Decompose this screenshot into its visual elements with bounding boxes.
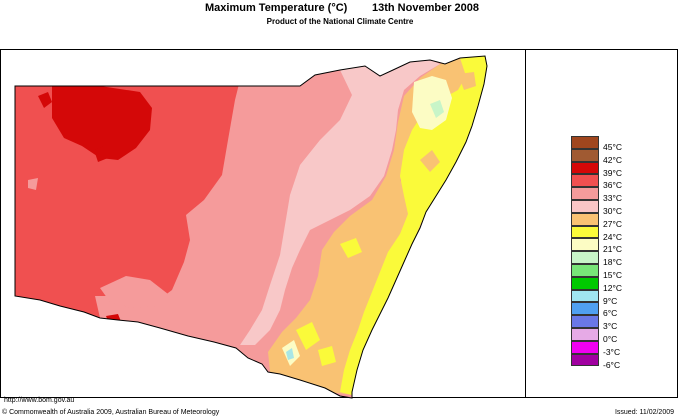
map-title: Maximum Temperature (°C) 13th November 2… bbox=[0, 2, 680, 16]
copyright-notice: © Commonwealth of Australia 2009, Austra… bbox=[2, 409, 220, 416]
zone-27-blob-north bbox=[458, 72, 476, 90]
legend-swatch bbox=[571, 276, 599, 290]
legend-swatch bbox=[571, 315, 599, 328]
legend-label: 45°C bbox=[603, 142, 622, 152]
zone-39-small bbox=[38, 92, 52, 108]
zone-33-dot bbox=[28, 178, 38, 190]
legend-swatch bbox=[571, 238, 599, 252]
zone-39-spot bbox=[94, 146, 108, 162]
zone-27-blob-mid bbox=[420, 150, 440, 172]
legend-swatch bbox=[571, 187, 599, 200]
zone-33-west-lobe bbox=[100, 276, 168, 308]
map-frame bbox=[0, 49, 678, 398]
title-text: Maximum Temperature (°C) bbox=[205, 2, 348, 14]
zone-24-pocket-c bbox=[318, 346, 336, 366]
legend-label: 9°C bbox=[603, 295, 618, 306]
zone-30 bbox=[240, 60, 440, 345]
source-url[interactable]: http://www.bom.gov.au bbox=[4, 397, 75, 404]
zone-24 bbox=[340, 56, 487, 395]
legend-label: 0°C bbox=[603, 333, 618, 344]
legend-label: 3°C bbox=[603, 321, 618, 332]
legend-swatch bbox=[571, 289, 599, 303]
zone-39 bbox=[52, 86, 152, 160]
legend-swatch bbox=[571, 263, 599, 277]
zone-24-pocket-b bbox=[296, 322, 320, 350]
legend-label: 6°C bbox=[603, 308, 618, 319]
legend-swatch bbox=[571, 327, 599, 341]
legend-label: 24°C bbox=[603, 231, 622, 242]
legend-label: -3°C bbox=[603, 346, 621, 357]
legend-swatch bbox=[571, 251, 599, 264]
legend-swatch bbox=[571, 136, 599, 149]
legend-label: 15°C bbox=[603, 269, 622, 280]
legend-label: 42°C bbox=[603, 154, 622, 165]
legend-label: 21°C bbox=[603, 244, 622, 255]
zone-36 bbox=[15, 80, 240, 330]
zone-21 bbox=[412, 76, 452, 130]
legend-swatch bbox=[571, 353, 599, 367]
map-subtitle: Product of the National Climate Centre bbox=[266, 17, 414, 26]
zone-9-alpine bbox=[286, 348, 294, 360]
legend-swatch bbox=[571, 174, 599, 188]
legend-label: 33°C bbox=[603, 193, 622, 204]
issued-date: Issued: 11/02/2009 bbox=[614, 409, 674, 416]
legend-swatch bbox=[571, 199, 599, 213]
legend-label: 39°C bbox=[603, 167, 622, 178]
legend-swatch bbox=[571, 212, 599, 226]
legend-label: 36°C bbox=[603, 180, 622, 191]
zone-27 bbox=[268, 58, 470, 395]
title-date: 13th November 2008 bbox=[372, 2, 479, 14]
zone-18 bbox=[430, 100, 444, 118]
legend-divider bbox=[525, 49, 526, 398]
legend-label: 27°C bbox=[603, 218, 622, 229]
legend-label: 18°C bbox=[603, 257, 622, 268]
legend-swatch bbox=[571, 225, 599, 239]
legend-label: 30°C bbox=[603, 205, 622, 216]
zone-24-pocket-a bbox=[340, 238, 362, 258]
legend-label: 12°C bbox=[603, 282, 622, 293]
legend-swatch bbox=[571, 161, 599, 175]
legend-swatch bbox=[571, 340, 599, 354]
legend-label: -6°C bbox=[603, 359, 621, 370]
legend-swatch bbox=[571, 302, 599, 316]
legend-swatch bbox=[571, 148, 599, 162]
